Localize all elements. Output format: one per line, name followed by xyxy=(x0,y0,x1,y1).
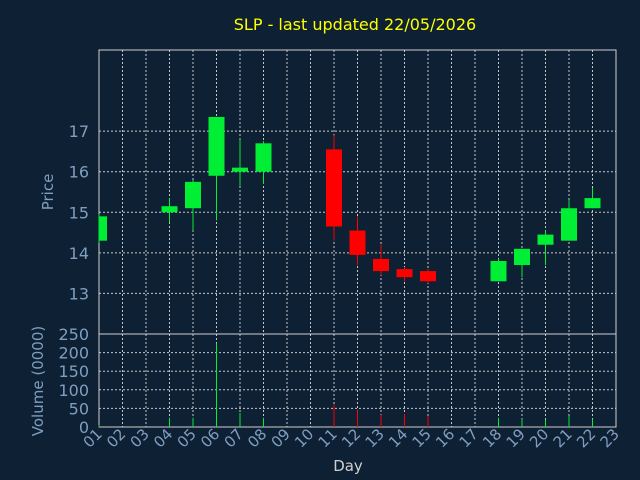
volume-bars xyxy=(98,343,593,427)
volume-y-tick-label: 100 xyxy=(58,381,89,400)
x-ticks: 0102030405060708091011121314151617181920… xyxy=(80,425,623,451)
candle-body xyxy=(255,143,272,172)
candle-body xyxy=(396,269,413,278)
candle-body xyxy=(161,206,178,213)
price-y-tick-label: 17 xyxy=(69,122,89,141)
candle-body xyxy=(185,181,201,209)
candle-body xyxy=(232,167,248,172)
candle-body xyxy=(490,260,507,282)
price-y-tick-label: 13 xyxy=(69,284,89,303)
candle-body xyxy=(99,216,107,241)
candle-body xyxy=(584,198,601,209)
candle-body xyxy=(420,271,436,282)
volume-y-tick-label: 50 xyxy=(69,399,89,418)
candle-body xyxy=(326,149,342,227)
chart-title: SLP - last updated 22/05/2026 xyxy=(234,15,476,34)
price-panel: 13 14 15 16 17 Price xyxy=(39,49,617,335)
volume-y-tick-label: 0 xyxy=(79,418,89,437)
candle-body xyxy=(514,248,530,266)
volume-y-tick-label: 250 xyxy=(58,325,89,344)
candle-body xyxy=(561,208,577,241)
volume-y-tick-label: 200 xyxy=(58,344,89,363)
price-y-tick-label: 14 xyxy=(69,244,89,263)
volume-y-axis-label: Volume (0000) xyxy=(29,326,47,436)
candle-body xyxy=(537,234,554,245)
candle-body xyxy=(349,230,366,255)
candles xyxy=(98,116,601,284)
volume-y-tick-label: 150 xyxy=(58,362,89,381)
price-grid xyxy=(98,50,617,334)
candle-body xyxy=(373,258,389,272)
price-y-ticks: 13 14 15 16 17 xyxy=(69,122,89,303)
price-y-tick-label: 15 xyxy=(69,203,89,222)
price-y-tick-label: 16 xyxy=(69,163,89,182)
x-axis-label: Day xyxy=(333,457,363,475)
price-y-axis-label: Price xyxy=(39,174,57,211)
candle-body xyxy=(208,116,225,176)
